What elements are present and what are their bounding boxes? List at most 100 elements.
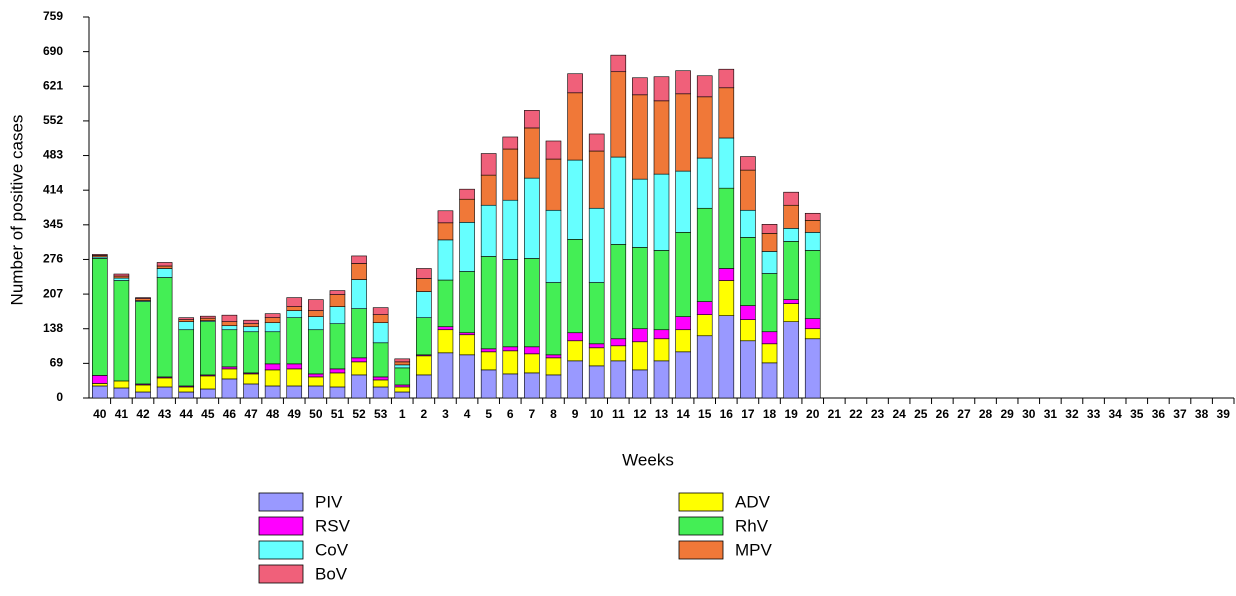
bar-segment [783,241,799,300]
bar-segment [783,228,799,242]
bar-segment [372,376,389,381]
bar-segment [610,156,627,245]
legend-swatch [678,540,724,560]
x-tick-label: 6 [507,407,514,421]
bar-segment [696,75,713,98]
x-tick-label: 31 [1044,407,1058,421]
bar-segment [783,303,799,322]
bar-segment [437,329,454,354]
bar-segment [804,220,821,233]
bar-segment [135,298,151,301]
bar-segment [804,250,821,319]
y-tick-label: 207 [43,286,63,300]
bar-segment [761,273,778,333]
bar-segment [351,361,367,376]
bar-segment [653,338,670,362]
x-tick-label: 25 [914,407,928,421]
bar-segment [804,328,821,340]
bar-segment [437,239,454,281]
bar-segment [502,199,519,260]
bar-segment [632,178,648,248]
bar-segment [200,375,216,390]
x-tick-label: 10 [590,407,604,421]
bar-segment [545,158,562,211]
bar-segment [178,391,195,399]
bar-segment [459,222,475,272]
bar-segment [696,314,713,337]
bar-segment [372,307,389,315]
bar-segment [740,305,756,320]
y-tick-label: 69 [50,356,64,370]
legend-label: RSV [315,516,351,535]
x-tick-label: 35 [1130,407,1144,421]
bar-segment [437,352,454,399]
bar-segment [200,317,216,321]
bar-segment [696,301,713,315]
bar-segment [632,341,648,371]
y-tick-label: 138 [43,321,63,335]
bar-segment [351,263,367,280]
y-tick-label: 345 [43,217,63,231]
bar-segment [610,71,627,158]
bar-segment [675,170,691,233]
bar-segment [783,191,799,206]
x-tick-label: 47 [244,407,258,421]
bar-segment [394,361,411,366]
bar-segment [286,306,303,311]
legend-swatch [678,492,724,512]
y-tick-label: 0 [56,390,63,404]
x-tick-label: 23 [871,407,885,421]
bar-segment [718,68,735,89]
bar-segment [92,385,108,399]
bar-segment [113,275,130,279]
bar-segment [178,321,195,331]
bar-segment [675,93,691,172]
bar-segment [502,259,519,348]
bar-segment [286,385,303,399]
x-tick-label: 52 [352,407,366,421]
bar-segment [588,365,605,399]
bar-segment [740,169,756,211]
y-tick-label: 621 [43,78,63,92]
bar-segment [632,77,648,96]
bar-segment [653,76,670,102]
bar-segment [524,110,540,129]
bar-segment [588,282,605,345]
bar-segment [113,387,130,399]
bar-segment [524,353,540,374]
legend-label: RhV [735,516,769,535]
bar-segment [437,279,454,328]
bar-segment [502,373,519,399]
bar-segment [459,354,475,399]
bar-segment [329,323,346,370]
bar-segment [459,271,475,334]
y-tick-label: 414 [43,182,63,196]
x-tick-label: 48 [266,407,280,421]
x-tick-label: 17 [741,407,755,421]
bar-segment [804,212,821,221]
bar-segment [178,319,195,322]
x-tick-label: 41 [115,407,129,421]
bar-segment [524,177,540,259]
x-tick-label: 49 [288,407,302,421]
bar-segment [394,386,411,393]
bar-segment [545,374,562,399]
bar-segment [610,360,627,399]
y-tick-label: 552 [43,113,63,127]
legend-swatch [258,564,304,584]
bar-segment [653,100,670,175]
bar-segment [394,358,411,363]
bar-segment [156,277,173,378]
x-tick-label: 30 [1022,407,1036,421]
bar-segment [653,250,670,331]
bar-segment [567,332,583,342]
bar-segment [394,367,411,386]
bar-segment [329,368,346,374]
bar-segment [416,317,432,356]
bar-segment [135,384,151,393]
bar-segment [92,383,108,387]
bar-segment [761,331,778,345]
bar-segment [308,299,324,311]
x-tick-label: 36 [1152,407,1166,421]
x-tick-label: 33 [1087,407,1101,421]
